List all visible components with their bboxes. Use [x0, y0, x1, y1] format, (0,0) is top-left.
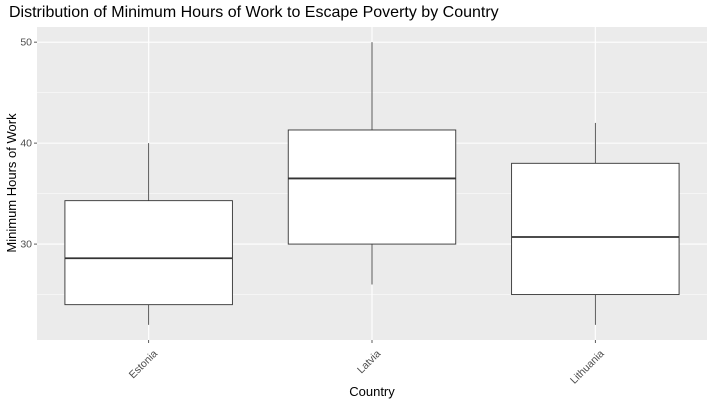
y-tick-label: 30 [20, 239, 32, 251]
box-iqr [64, 200, 233, 306]
x-axis-title: Country [349, 384, 395, 399]
y-tick-label: 40 [20, 138, 32, 150]
box-iqr [287, 129, 457, 245]
y-tick-label: 50 [20, 37, 32, 49]
box-latvia [287, 42, 457, 285]
boxes [64, 42, 680, 325]
box-estonia [64, 143, 233, 325]
box-lithuania [511, 122, 680, 325]
y-axis: 30 40 50 [20, 37, 37, 251]
chart-title: Distribution of Minimum Hours of Work to… [9, 4, 499, 21]
box-iqr [511, 162, 680, 296]
y-axis-title: Minimum Hours of Work [4, 113, 19, 253]
